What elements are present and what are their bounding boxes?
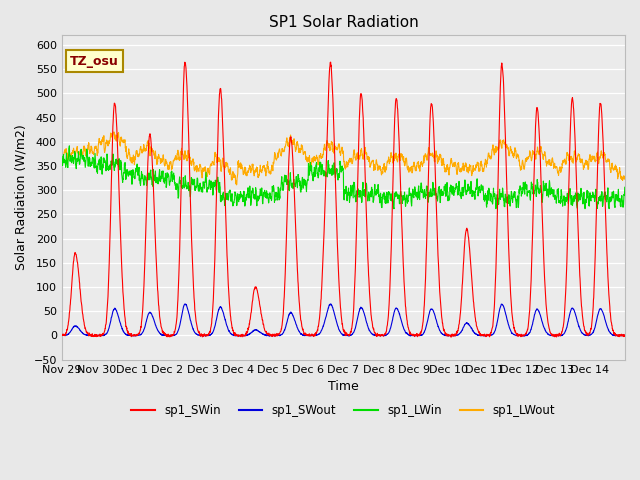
Title: SP1 Solar Radiation: SP1 Solar Radiation <box>269 15 419 30</box>
Y-axis label: Solar Radiation (W/m2): Solar Radiation (W/m2) <box>15 125 28 270</box>
Text: TZ_osu: TZ_osu <box>70 55 119 68</box>
X-axis label: Time: Time <box>328 380 359 393</box>
Legend: sp1_SWin, sp1_SWout, sp1_LWin, sp1_LWout: sp1_SWin, sp1_SWout, sp1_LWin, sp1_LWout <box>127 399 560 422</box>
